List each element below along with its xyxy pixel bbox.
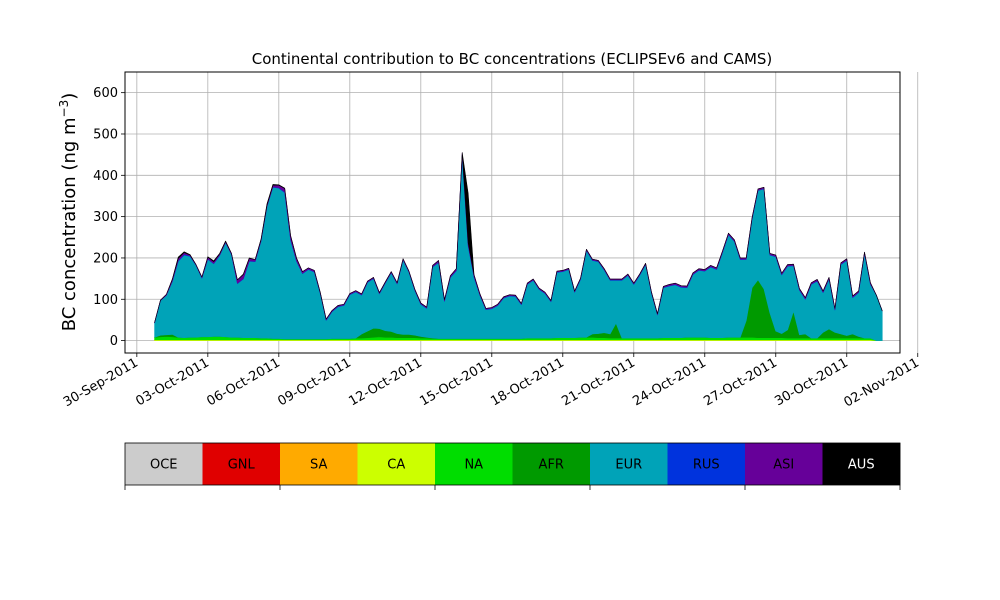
x-tick-label: 24-Oct-2011 (630, 355, 708, 409)
chart-title: Continental contribution to BC concentra… (252, 50, 773, 68)
legend-label-na: NA (464, 458, 483, 473)
legend-label-sa: SA (310, 458, 327, 473)
y-tick-label: 500 (93, 127, 118, 142)
x-tick-label: 18-Oct-2011 (488, 355, 566, 409)
legend-label-rus: RUS (693, 458, 720, 473)
legend-swatch-eur (590, 443, 668, 485)
plot-area (124, 71, 919, 354)
y-tick-label: 100 (93, 293, 118, 308)
x-tick-label: 15-Oct-2011 (417, 355, 495, 409)
x-tick-label: 06-Oct-2011 (204, 355, 282, 409)
x-tick-label: 21-Oct-2011 (559, 355, 637, 409)
legend-swatch-oce (125, 443, 203, 485)
legend-swatch-sa (280, 443, 358, 485)
legend-swatch-gnl (202, 443, 281, 485)
legend-label-eur: EUR (615, 458, 642, 473)
y-axis-label: BC concentration (ng m−3) (57, 93, 80, 332)
x-tick-label: 09-Oct-2011 (275, 355, 353, 409)
legend-colorbar: OCE GNL SA CA NA AFR EUR RUS ASI AUS (124, 442, 901, 490)
legend-swatch-ca (357, 443, 436, 485)
legend-label-afr: AFR (539, 458, 564, 473)
y-tick-label: 200 (93, 251, 118, 266)
y-tick-label: 300 (93, 210, 118, 225)
x-tick-label: 30-Sep-2011 (61, 355, 141, 410)
x-axis: 30-Sep-201103-Oct-201106-Oct-201109-Oct-… (61, 353, 922, 410)
y-axis-label-close: ) (59, 93, 80, 100)
y-tick-label: 0 (110, 334, 118, 349)
x-tick-label: 30-Oct-2011 (772, 355, 850, 409)
legend-swatch-asi (745, 443, 823, 485)
x-tick-label: 02-Nov-2011 (841, 355, 921, 410)
legend-label-ca: CA (387, 458, 405, 473)
legend-frame (124, 442, 901, 486)
legend-label-gnl: GNL (228, 458, 256, 473)
y-tick-label: 600 (93, 86, 118, 101)
legend-swatch-afr (512, 443, 591, 485)
legend-swatch-aus (822, 443, 901, 485)
legend-label-oce: OCE (150, 458, 178, 473)
y-tick-label: 400 (93, 169, 118, 184)
y-axis-label-main: BC concentration (ng m (59, 117, 80, 331)
y-axis: 0 100 200 300 400 500 600 (93, 86, 125, 349)
y-axis-label-superscript: −3 (57, 100, 71, 118)
stacked-areas (154, 152, 883, 341)
legend-swatch-rus (667, 443, 746, 485)
x-tick-label: 03-Oct-2011 (133, 355, 211, 409)
plot-frame (124, 71, 901, 354)
legend-swatch-na (435, 443, 513, 485)
legend-label-aus: AUS (848, 458, 875, 473)
area-aus (154, 152, 883, 323)
x-tick-label: 27-Oct-2011 (701, 355, 779, 409)
legend-label-asi: ASI (773, 458, 794, 473)
x-tick-label: 12-Oct-2011 (346, 355, 424, 409)
